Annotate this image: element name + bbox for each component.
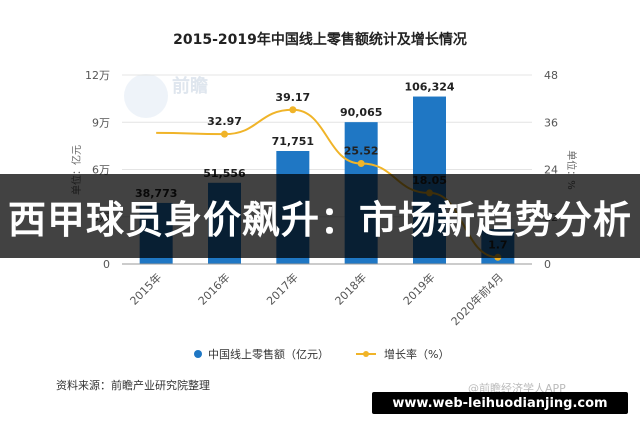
y-right-tick-label: 48	[544, 69, 558, 82]
bar-data-label: 90,065	[340, 106, 382, 119]
legend-line-dot	[363, 351, 369, 357]
bar-data-label: 71,751	[272, 135, 314, 148]
x-tick-label: 2015年	[127, 270, 164, 307]
y-left-tick-label: 9万	[92, 116, 110, 129]
url-link[interactable]: www.web-leihuodianjing.com	[372, 392, 628, 414]
line-data-label: 32.97	[207, 115, 242, 128]
y-left-tick-label: 12万	[85, 69, 110, 82]
y-left-tick-label: 6万	[92, 164, 110, 177]
line-point	[357, 160, 365, 168]
legend-bar-marker	[194, 350, 202, 358]
line-point	[221, 130, 228, 138]
y-right-tick-label: 24	[544, 164, 558, 177]
y-left-tick-label: 0	[103, 258, 110, 271]
y-right-tick-label: 0	[544, 258, 551, 271]
headline-banner: 西甲球员身价飙升：市场新趋势分析	[0, 174, 640, 258]
x-tick-label: 2016年	[195, 270, 232, 307]
legend-bar-label: 中国线上零售额（亿元）	[208, 347, 329, 361]
x-tick-label: 2018年	[332, 270, 369, 307]
watermark-logo-icon	[124, 74, 168, 118]
legend: 中国线上零售额（亿元） 增长率（%）	[194, 347, 449, 361]
watermark-text: @前瞻经济学人APP	[468, 382, 566, 395]
chart-title: 2015-2019年中国线上零售额统计及增长情况	[173, 31, 467, 48]
line-point	[289, 106, 297, 114]
line-data-label: 39.17	[275, 91, 310, 104]
bar-data-label: 106,324	[404, 81, 454, 94]
y-right-tick-label: 36	[544, 116, 558, 129]
source-note: 资料来源：前瞻产业研究院整理	[56, 379, 210, 392]
x-tick-label: 2019年	[400, 270, 437, 307]
x-tick-label: 2020年前4月	[448, 270, 506, 328]
x-tick-label: 2017年	[263, 270, 300, 307]
watermark-logo-text: 前瞻	[172, 76, 208, 97]
legend-line-label: 增长率（%）	[384, 347, 449, 361]
line-data-label: 25.52	[344, 145, 379, 158]
